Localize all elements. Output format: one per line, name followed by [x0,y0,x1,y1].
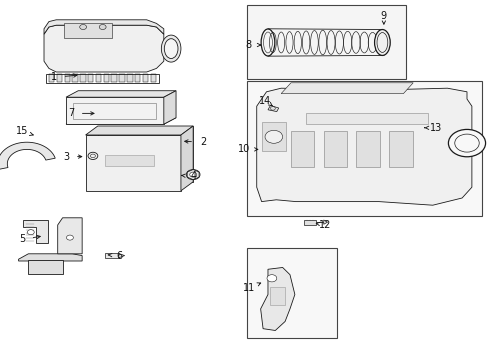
Circle shape [447,129,485,157]
Polygon shape [260,267,294,330]
Circle shape [186,170,200,180]
Text: 8: 8 [245,40,251,50]
Polygon shape [103,74,109,82]
Text: 3: 3 [63,152,69,162]
Circle shape [80,24,86,30]
Polygon shape [323,131,346,167]
Circle shape [27,230,34,235]
Polygon shape [57,74,62,82]
Polygon shape [163,91,176,124]
Polygon shape [44,20,163,34]
Bar [246,81,481,216]
Polygon shape [135,74,140,82]
Text: 15: 15 [16,126,28,136]
Polygon shape [49,74,54,82]
Polygon shape [270,287,285,305]
Polygon shape [119,253,124,258]
Polygon shape [96,74,101,82]
Text: 10: 10 [238,144,250,154]
Polygon shape [150,74,156,82]
Polygon shape [28,260,62,274]
Circle shape [88,152,98,159]
Ellipse shape [374,30,389,55]
Polygon shape [44,25,163,72]
Text: 2: 2 [200,137,205,147]
Polygon shape [85,126,193,135]
Polygon shape [58,218,82,254]
Circle shape [99,24,106,30]
Polygon shape [323,220,327,224]
Text: 6: 6 [117,251,122,261]
Polygon shape [19,254,82,261]
Polygon shape [181,126,193,191]
Polygon shape [111,74,117,82]
Text: 11: 11 [243,283,255,293]
Text: 7: 7 [68,108,74,118]
Polygon shape [256,88,471,205]
Circle shape [189,172,196,177]
Polygon shape [85,135,181,191]
Bar [246,5,405,79]
Circle shape [264,130,282,143]
Text: 12: 12 [318,220,331,230]
Bar [73,103,156,119]
Text: 14: 14 [259,96,271,106]
Polygon shape [88,74,93,82]
Ellipse shape [164,39,178,58]
Polygon shape [0,142,55,170]
Polygon shape [80,74,85,82]
Polygon shape [23,220,48,243]
Polygon shape [72,74,78,82]
Polygon shape [119,74,124,82]
Polygon shape [356,131,379,167]
Text: 13: 13 [429,123,442,133]
Circle shape [266,275,276,282]
Text: 1: 1 [51,72,57,82]
Circle shape [66,235,73,240]
Polygon shape [105,253,119,258]
Polygon shape [66,97,163,124]
Polygon shape [142,74,148,82]
Polygon shape [267,105,278,112]
Polygon shape [105,155,154,166]
Text: 9: 9 [380,11,386,21]
Polygon shape [305,113,427,124]
Polygon shape [127,74,132,82]
Text: 5: 5 [19,234,25,244]
Polygon shape [388,131,412,167]
Polygon shape [66,91,176,97]
Polygon shape [66,118,176,124]
Polygon shape [63,23,112,38]
Polygon shape [98,126,193,182]
Bar [246,248,337,338]
Polygon shape [64,74,70,82]
Text: 4: 4 [190,171,196,181]
Polygon shape [290,131,314,167]
Polygon shape [304,220,316,225]
Polygon shape [261,122,285,151]
Ellipse shape [161,35,181,62]
Polygon shape [281,83,412,94]
